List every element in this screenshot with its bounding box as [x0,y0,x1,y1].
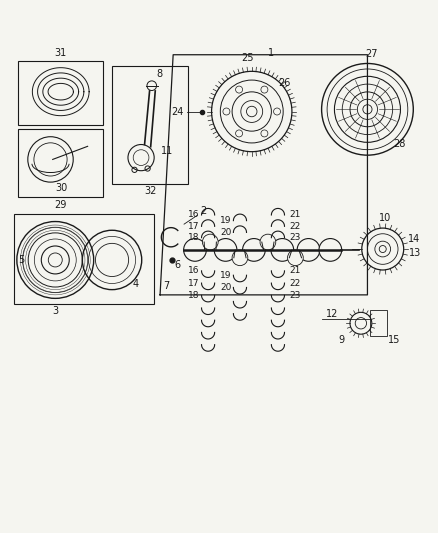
Text: 11: 11 [161,146,173,156]
Text: 19: 19 [220,271,232,280]
Bar [14,214,153,304]
Text: 24: 24 [171,107,184,117]
Text: 23: 23 [290,233,301,242]
Circle shape [271,239,293,261]
Text: 7: 7 [163,281,170,291]
Bar [112,66,188,183]
Text: 1: 1 [268,47,275,58]
Text: 10: 10 [379,213,391,223]
Circle shape [232,250,248,265]
Circle shape [184,239,206,261]
Text: 27: 27 [366,49,378,59]
Text: 20: 20 [220,283,232,292]
Text: 30: 30 [55,183,67,193]
Text: 31: 31 [55,49,67,59]
Text: 3: 3 [52,306,58,317]
Text: 21: 21 [290,266,301,276]
Text: 26: 26 [278,78,291,88]
Text: 21: 21 [290,211,301,220]
Text: 16: 16 [188,266,200,276]
Text: 2: 2 [201,206,207,216]
Circle shape [243,239,265,261]
Text: 16: 16 [188,211,200,220]
Text: 15: 15 [388,335,400,345]
Circle shape [214,239,237,261]
Text: 28: 28 [393,139,406,149]
Text: 29: 29 [55,199,67,209]
Circle shape [319,239,342,261]
Text: 17: 17 [188,279,200,288]
Circle shape [260,234,276,250]
Circle shape [288,250,303,265]
Text: 22: 22 [290,279,301,288]
Text: 8: 8 [156,69,162,79]
Text: 20: 20 [220,228,232,237]
Text: 22: 22 [290,222,301,231]
Text: 4: 4 [133,279,139,289]
Bar [370,310,387,336]
Text: 12: 12 [326,309,339,319]
Text: 23: 23 [290,291,301,300]
Text: 25: 25 [241,53,254,63]
Circle shape [297,239,320,261]
Circle shape [202,234,218,250]
Bar [18,129,103,197]
Text: 14: 14 [408,235,420,245]
Text: 13: 13 [410,248,422,259]
Text: 18: 18 [188,233,200,242]
Bar [18,61,103,125]
Text: 19: 19 [220,216,232,225]
Text: 9: 9 [338,335,344,345]
Text: 5: 5 [18,255,25,265]
Text: 17: 17 [188,222,200,231]
Text: 32: 32 [144,187,156,196]
Text: 18: 18 [188,291,200,300]
Text: 6: 6 [174,260,180,270]
